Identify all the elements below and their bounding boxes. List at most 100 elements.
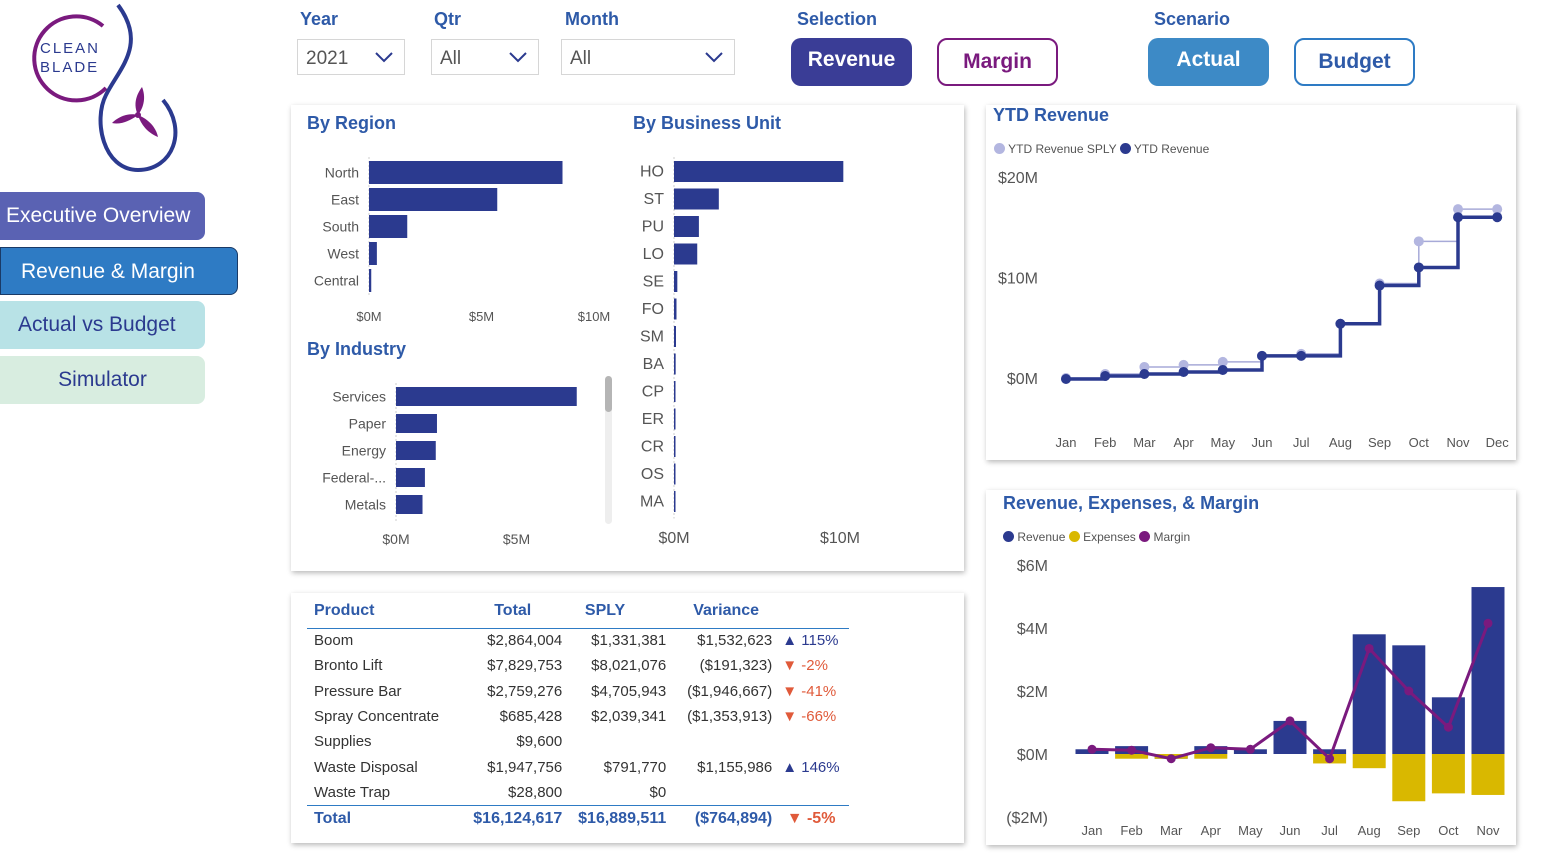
- header-total[interactable]: Total: [466, 598, 570, 629]
- data-point-ytd: [1061, 374, 1071, 384]
- budget-toggle[interactable]: Budget: [1294, 38, 1415, 86]
- table-row[interactable]: Waste Trap $28,800 $0: [307, 780, 849, 805]
- table-row[interactable]: Supplies $9,600: [307, 729, 849, 754]
- bar: [674, 188, 719, 210]
- category-label: North: [325, 165, 359, 181]
- expense-bar: [1431, 754, 1465, 794]
- x-tick-label: Jul: [1321, 823, 1338, 838]
- product-variance: ($1,946,667) ▼ -41%: [673, 679, 849, 704]
- pct-value: -66%: [801, 708, 837, 726]
- chevron-down-icon: [375, 52, 393, 63]
- x-tick-label: Jun: [1252, 435, 1273, 450]
- product-sply: $2,039,341: [591, 708, 667, 726]
- month-dropdown[interactable]: All: [561, 39, 735, 75]
- category-label: Services: [332, 389, 386, 405]
- product-name: Pressure Bar: [314, 682, 402, 700]
- category-label: BA: [643, 356, 665, 373]
- variance-value: ($1,353,913): [687, 708, 773, 726]
- expense-bar: [1471, 754, 1505, 795]
- data-point-sply: [1217, 356, 1228, 367]
- tick-label: $0M: [382, 531, 409, 547]
- category-label: Paper: [349, 416, 387, 432]
- revenue-bar: [1313, 749, 1347, 754]
- table-row[interactable]: Pressure Bar $2,759,276 $4,705,943 ($1,946,…: [307, 679, 849, 704]
- data-point-sply: [1492, 204, 1503, 215]
- legend-revenue: Revenue: [1017, 530, 1066, 544]
- nav-revenue-margin[interactable]: Revenue & Margin: [0, 247, 238, 295]
- category-label: Energy: [342, 443, 386, 459]
- y-tick-label: $6M: [1017, 558, 1048, 575]
- header-sply[interactable]: SPLY: [569, 598, 674, 629]
- variance-value: $1,155,986: [697, 758, 773, 776]
- x-tick-label: Feb: [1094, 435, 1116, 450]
- selection-label: Selection: [797, 9, 878, 29]
- category-label: Metals: [345, 497, 386, 513]
- data-point-sply: [1413, 236, 1424, 247]
- scrollbar-thumb[interactable]: [605, 376, 612, 412]
- month-value: All: [570, 48, 592, 69]
- actual-toggle-label: Actual: [1176, 48, 1241, 71]
- nav-simulator[interactable]: Simulator: [0, 356, 205, 404]
- product-sply: $1,331,381: [591, 632, 667, 650]
- x-tick-label: Aug: [1329, 435, 1352, 450]
- y-tick-label: $0M: [1007, 371, 1038, 388]
- qtr-dropdown[interactable]: All: [431, 39, 539, 75]
- product-sply: $0: [649, 783, 667, 801]
- nav-executive-overview[interactable]: Executive Overview: [0, 192, 205, 240]
- table-row[interactable]: Bronto Lift $7,829,753 $8,021,076 ($191,323…: [307, 653, 849, 678]
- data-point-ytd: [1257, 350, 1267, 361]
- data-point-ytd: [1217, 364, 1228, 375]
- category-label: MA: [640, 494, 664, 511]
- margin-point: [1443, 722, 1453, 732]
- bar: [674, 216, 699, 237]
- category-label: SE: [643, 274, 664, 291]
- x-tick-label: Oct: [1409, 435, 1430, 450]
- actual-toggle[interactable]: Actual: [1148, 38, 1269, 86]
- total-label: Total: [307, 804, 467, 834]
- product-total: $2,759,276: [487, 682, 563, 700]
- x-tick-label: Aug: [1358, 823, 1381, 838]
- margin-toggle[interactable]: Margin: [937, 38, 1058, 86]
- product-total: $7,829,753: [487, 657, 563, 675]
- region-chart-title: By Region: [307, 113, 397, 133]
- bar: [369, 242, 377, 265]
- table-row[interactable]: Boom $2,864,004 $1,331,381 $1,532,623 ▲ 115%: [307, 628, 849, 653]
- pct-value: -41%: [801, 682, 837, 700]
- revenue-toggle[interactable]: Revenue: [791, 38, 912, 86]
- product-table: Product Total SPLY Variance Boom $2,864,0…: [307, 598, 849, 834]
- header-variance[interactable]: Variance: [673, 598, 849, 629]
- header-product[interactable]: Product: [307, 598, 467, 629]
- x-tick-label: Apr: [1173, 435, 1194, 450]
- pct-value: 115%: [801, 632, 839, 650]
- x-tick-label: Jul: [1293, 435, 1310, 450]
- bar: [396, 387, 577, 406]
- industry-scrollbar[interactable]: [605, 376, 612, 524]
- tick-label: $10M: [578, 309, 611, 324]
- nav-actual-vs-budget[interactable]: Actual vs Budget: [0, 301, 205, 349]
- bar: [369, 215, 408, 238]
- product-sply: $791,770: [603, 758, 667, 776]
- year-value: 2021: [306, 48, 349, 69]
- category-label: South: [322, 219, 359, 235]
- data-point-ytd: [1335, 318, 1346, 329]
- nav-label: Actual vs Budget: [18, 313, 176, 336]
- product-name: Supplies: [314, 733, 372, 751]
- year-dropdown[interactable]: 2021: [297, 39, 405, 75]
- product-total: $1,947,756: [487, 758, 563, 776]
- variance-pct: ▼ -66%: [782, 708, 837, 726]
- revenue-bar: [1471, 587, 1505, 754]
- legend-margin: Margin: [1153, 530, 1191, 544]
- category-label: HO: [640, 164, 664, 181]
- bar: [674, 436, 676, 457]
- bar: [674, 408, 676, 430]
- x-tick-label: Mar: [1160, 823, 1183, 838]
- legend-sply: YTD Revenue SPLY: [1008, 142, 1117, 156]
- category-label: Federal-...: [322, 470, 386, 486]
- x-tick-label: May: [1238, 823, 1263, 838]
- category-label: East: [331, 192, 359, 208]
- table-row[interactable]: Spray Concentrate $685,428 $2,039,341 ($1,3…: [307, 704, 849, 729]
- product-total: $9,600: [516, 733, 563, 751]
- industry-chart: Services Paper Energy Federal-... Metals $0M $…: [322, 383, 577, 547]
- table-row[interactable]: Waste Disposal $1,947,756 $791,770 $1,155,9…: [307, 754, 849, 779]
- margin-point: [1245, 744, 1255, 754]
